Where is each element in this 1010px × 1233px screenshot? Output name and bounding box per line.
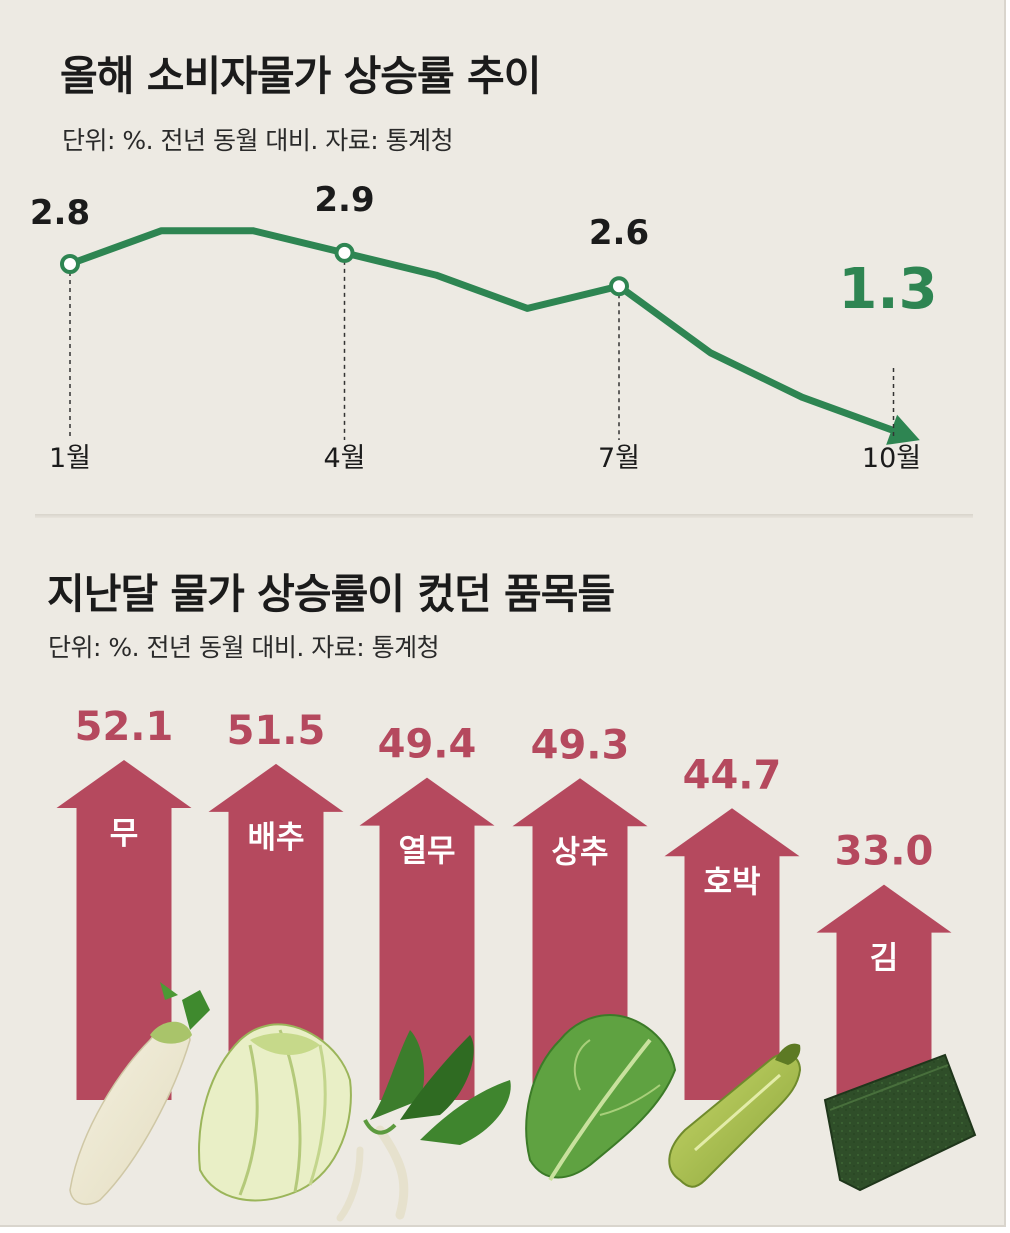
x-tick-label: 4월 <box>323 443 365 474</box>
point-value-label-highlight: 1.3 <box>838 257 937 322</box>
bar-arrow <box>816 884 952 1100</box>
x-tick-label: 10월 <box>862 443 921 474</box>
bar-value-label: 33.0 <box>835 829 934 875</box>
line-chart-title: 올해 소비자물가 상승률 추이 <box>60 52 541 100</box>
bar-category-label: 김 <box>870 941 899 977</box>
data-point <box>334 242 355 263</box>
lettuce-icon <box>525 1013 677 1182</box>
zucchini-icon <box>668 1043 802 1188</box>
x-tick-label: 7월 <box>598 443 640 474</box>
bar-category-label: 상추 <box>551 834 608 870</box>
bar-value-label: 49.4 <box>378 722 477 768</box>
bar-category-label: 배추 <box>247 820 304 856</box>
radish-icon <box>69 982 210 1206</box>
point-value-label: 2.9 <box>314 180 374 220</box>
bar-arrow <box>664 808 800 1100</box>
section-divider <box>35 514 973 518</box>
seaweed-icon <box>823 1053 977 1192</box>
bar-chart-title: 지난달 물가 상승률이 컸던 품목들 <box>47 570 615 618</box>
data-point <box>60 254 80 274</box>
bar-category-label: 무 <box>110 816 139 852</box>
data-point <box>609 276 629 297</box>
young-radish-icon <box>336 1030 511 1222</box>
bar-category-label: 호박 <box>703 864 760 900</box>
point-value-label: 2.6 <box>589 213 649 253</box>
bar-arrow <box>56 760 192 1100</box>
trend-arrow-head <box>886 414 920 445</box>
bar-value-label: 44.7 <box>683 752 782 798</box>
bar-value-label: 51.5 <box>227 708 326 754</box>
bar-arrow <box>208 763 344 1100</box>
trend-line <box>66 227 896 434</box>
line-chart: 2.8 1월 2.9 4월 2.6 7월 1.3 10월 <box>30 180 938 474</box>
bar-value-label: 52.1 <box>75 704 174 750</box>
bar-chart-subtitle: 단위: %. 전년 동월 대비. 자료: 통계청 <box>48 633 440 662</box>
bar-value-label: 49.3 <box>531 722 630 768</box>
line-chart-subtitle: 단위: %. 전년 동월 대비. 자료: 통계청 <box>62 126 454 155</box>
bar-category-label: 열무 <box>398 834 455 870</box>
point-value-label: 2.8 <box>30 193 90 233</box>
x-tick-label: 1월 <box>49 443 91 474</box>
bars-layer: 52.1 무 51.5 배추 49.4 열무 49.3 상추 44.7 호박 33.0 김 <box>56 704 952 1100</box>
cabbage-icon <box>198 1023 352 1202</box>
bar-arrow <box>359 777 495 1100</box>
